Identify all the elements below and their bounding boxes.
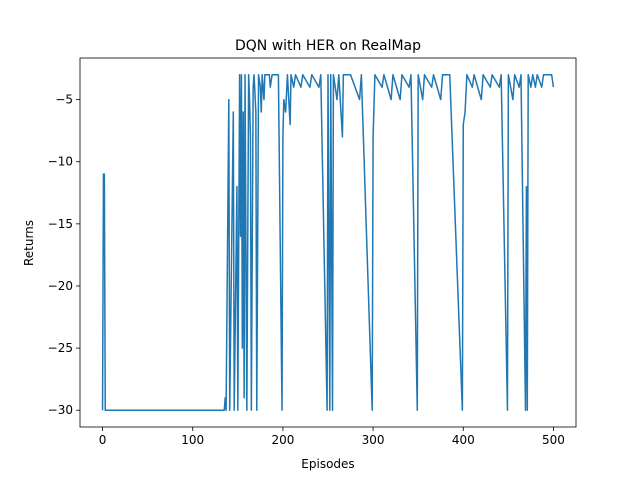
y-tick-label: −10: [48, 155, 73, 169]
x-tick-label: 200: [271, 433, 294, 447]
x-tick-label: 0: [99, 433, 107, 447]
y-tick-label: −30: [48, 403, 73, 417]
plot-frame: [79, 57, 577, 428]
y-tick-label: −5: [55, 93, 73, 107]
line-series: [101, 74, 555, 411]
y-tick-label: −15: [48, 217, 73, 231]
chart-title: DQN with HER on RealMap: [235, 38, 421, 54]
x-tick-label: 100: [181, 433, 204, 447]
y-tick-label: −20: [48, 279, 73, 293]
y-axis-label: Returns: [22, 220, 36, 266]
x-tick-label: 400: [452, 433, 475, 447]
y-tick-label: −25: [48, 341, 73, 355]
x-tick-label: 500: [542, 433, 565, 447]
x-axis-label: Episodes: [301, 457, 354, 471]
x-tick-label: 300: [362, 433, 385, 447]
